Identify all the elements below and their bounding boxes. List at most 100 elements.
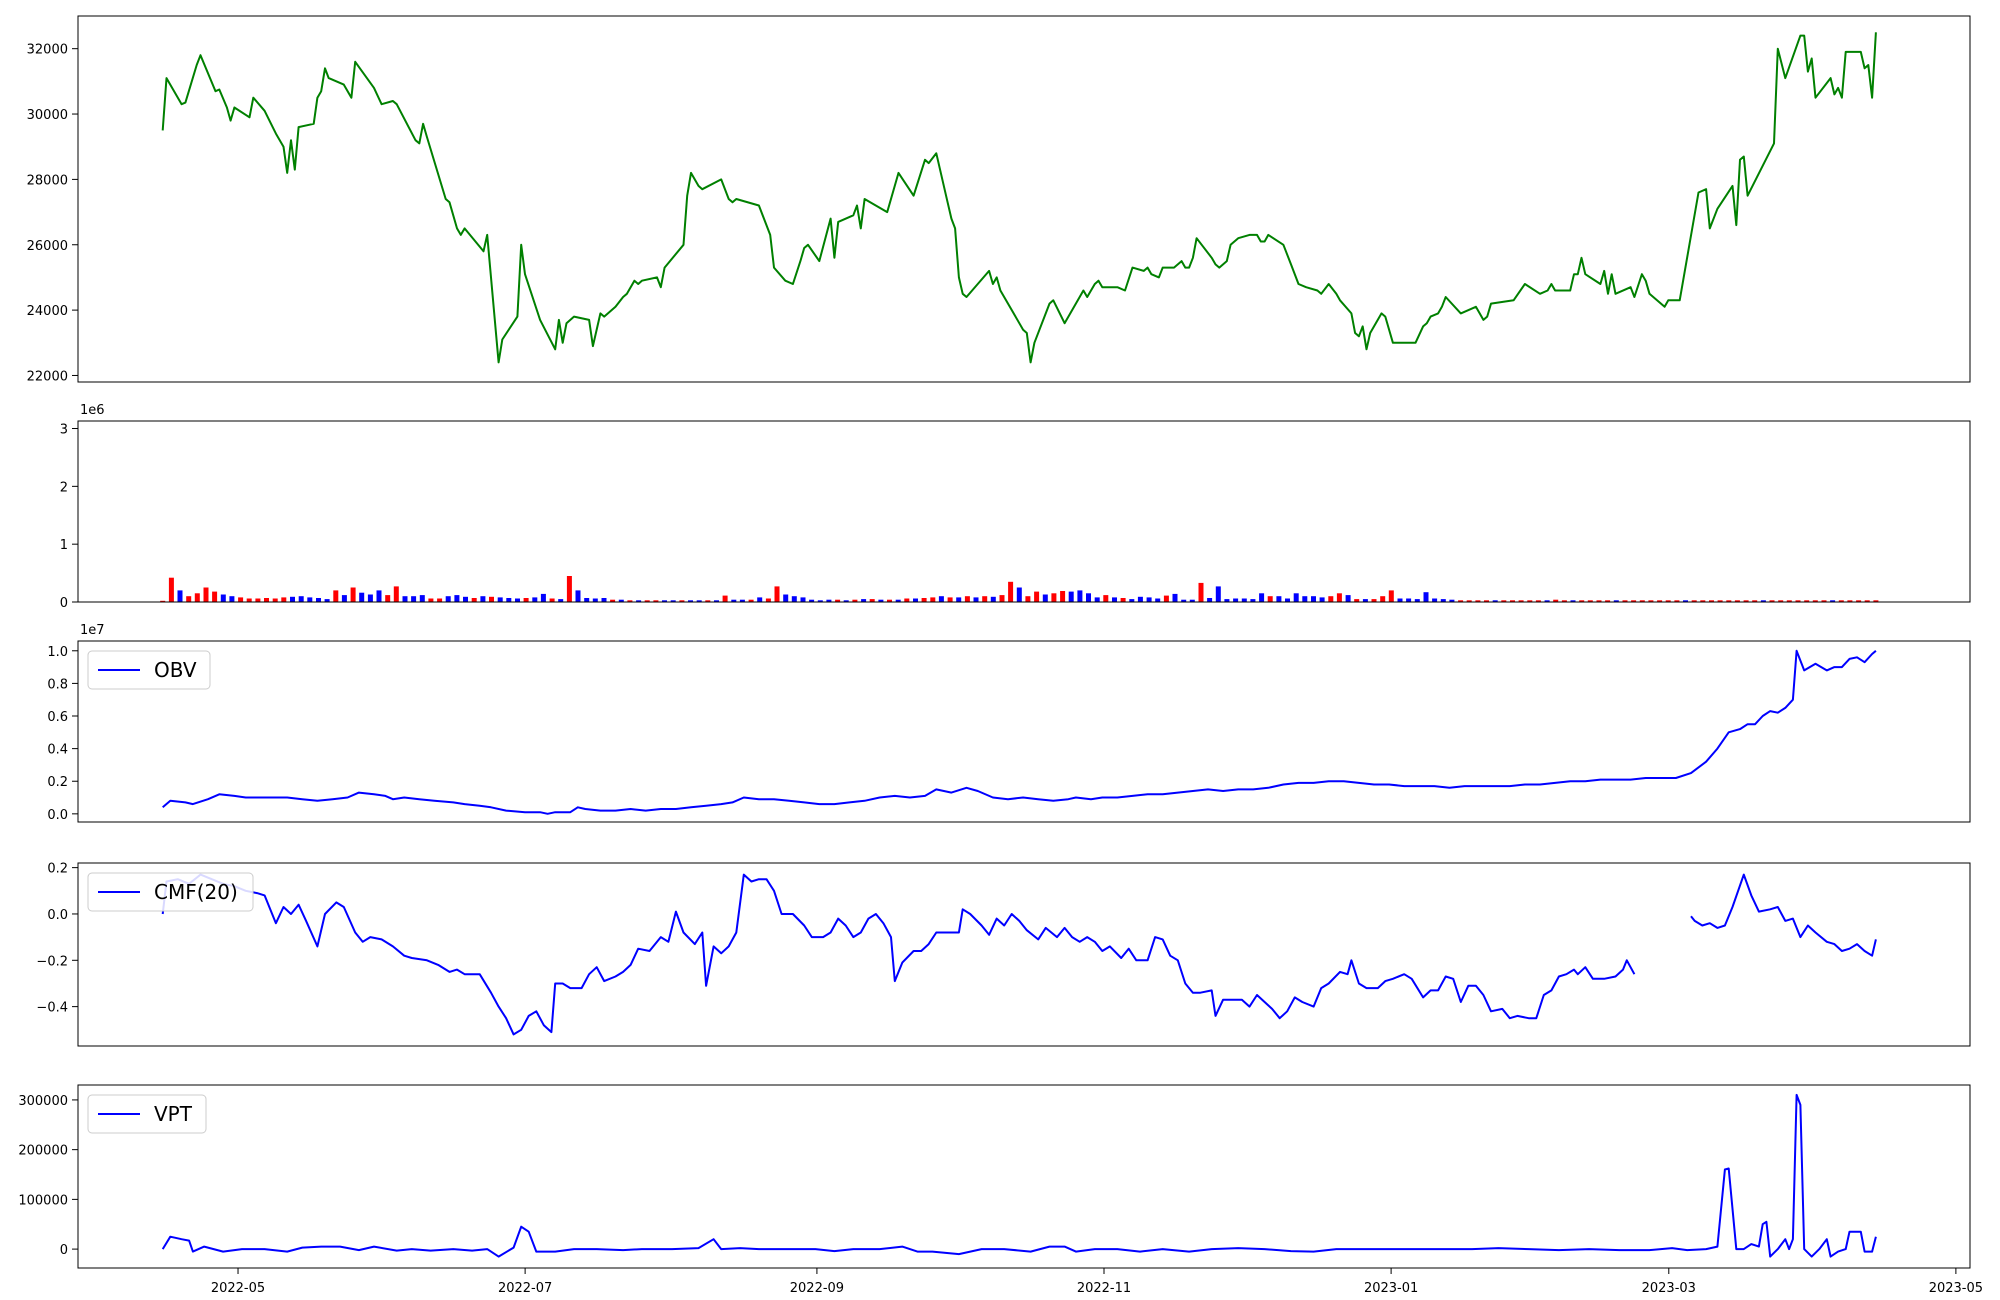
volume-bar xyxy=(281,597,287,602)
volume-bar xyxy=(1812,600,1818,602)
price-panel: 22000 24000 26000 28000 30000 32000 xyxy=(27,15,1971,384)
price-ytick-label: 24000 xyxy=(27,304,68,319)
volume-bar xyxy=(532,597,538,602)
volume-bar xyxy=(688,600,693,602)
obv-ytick-label: 0.8 xyxy=(47,677,68,692)
x-tick-label: 2022-05 xyxy=(211,1281,265,1296)
volume-bar xyxy=(506,598,512,602)
volume-bar xyxy=(982,596,988,602)
volume-bar xyxy=(428,598,434,602)
volume-bar xyxy=(540,593,546,602)
volume-bar xyxy=(938,596,944,602)
volume-bar xyxy=(1146,597,1152,602)
price-ytick-label: 28000 xyxy=(27,173,68,188)
volume-bar xyxy=(1388,590,1394,602)
volume-bar xyxy=(800,597,806,602)
x-tick-label: 2023-03 xyxy=(1642,1281,1696,1296)
volume-bar xyxy=(1008,581,1014,602)
volume-bar xyxy=(1665,600,1671,602)
vpt-frame xyxy=(77,1084,1971,1269)
volume-bar xyxy=(592,598,598,602)
volume-bar xyxy=(679,600,685,602)
volume-panel: 1e6 0 1 2 3 xyxy=(60,403,1971,611)
volume-bar xyxy=(791,596,797,602)
volume-bar xyxy=(904,598,910,602)
price-ytick-label: 26000 xyxy=(27,239,68,254)
volume-bar xyxy=(1648,600,1654,602)
volume-bar xyxy=(1821,600,1827,602)
volume-frame xyxy=(77,420,1971,603)
volume-bar xyxy=(160,600,166,602)
volume-bar xyxy=(419,595,425,602)
volume-bar xyxy=(1112,597,1117,602)
volume-bar xyxy=(402,596,408,602)
volume-bar xyxy=(1856,600,1862,602)
volume-bar xyxy=(1328,596,1334,602)
volume-bar xyxy=(177,590,183,602)
volume-bar xyxy=(1760,600,1766,602)
volume-bar xyxy=(1804,600,1810,602)
volume-bar xyxy=(1285,598,1290,602)
volume-bar xyxy=(1501,600,1507,602)
volume-bar xyxy=(930,597,936,602)
volume-bar xyxy=(1734,600,1740,602)
volume-bar xyxy=(1259,593,1265,602)
volume-bar xyxy=(1847,600,1853,602)
obv-legend-label: OBV xyxy=(154,658,197,682)
obv-legend: OBV xyxy=(87,650,211,690)
price-ytick-label: 30000 xyxy=(27,108,68,123)
volume-bar xyxy=(1293,593,1299,602)
cmf-ytick-label: 0.0 xyxy=(47,908,68,923)
cmf-legend-label: CMF(20) xyxy=(154,880,238,904)
volume-bar xyxy=(774,586,780,602)
volume-bar xyxy=(307,597,313,602)
volume-bar xyxy=(1752,600,1758,602)
volume-bar xyxy=(471,598,477,602)
cmf-ticks: −0.4 −0.2 0.0 0.2 xyxy=(36,862,78,1016)
volume-bar xyxy=(264,598,269,602)
volume-bar xyxy=(463,596,468,602)
volume-bar xyxy=(714,600,719,602)
volume-bar xyxy=(1207,598,1213,602)
volume-bar xyxy=(238,597,244,602)
volume-bar xyxy=(1233,598,1239,602)
volume-bar xyxy=(1449,599,1455,602)
volume-bar xyxy=(1302,596,1308,602)
volume-bar xyxy=(393,586,399,602)
obv-ytick-label: 1.0 xyxy=(47,645,68,660)
volume-bar xyxy=(964,596,970,602)
volume-bar xyxy=(367,594,373,602)
volume-bar xyxy=(1423,592,1429,602)
obv-frame xyxy=(77,640,1971,823)
vpt-ytick-label: 300000 xyxy=(18,1094,68,1109)
volume-bar xyxy=(1484,600,1489,602)
x-tick-label: 2023-01 xyxy=(1364,1281,1418,1296)
volume-bar xyxy=(229,596,235,602)
volume-bar xyxy=(1354,599,1360,602)
volume-bar xyxy=(757,597,763,602)
volume-bar xyxy=(1371,599,1377,602)
volume-bar xyxy=(1345,595,1351,602)
volume-bar xyxy=(246,598,252,602)
volume-bar xyxy=(1397,598,1403,602)
volume-bar xyxy=(809,599,815,602)
volume-bar xyxy=(1631,600,1637,602)
volume-bar xyxy=(1432,598,1438,602)
volume-bar xyxy=(1120,598,1126,602)
volume-bar xyxy=(1094,597,1100,602)
volume-bar xyxy=(1198,582,1204,602)
volume-bar xyxy=(1864,600,1870,602)
obv-ticks: 0.0 0.2 0.4 0.6 0.8 1.0 xyxy=(47,645,78,823)
volume-bar xyxy=(1051,593,1057,602)
volume-bar xyxy=(1838,600,1844,602)
volume-bar xyxy=(298,596,304,602)
volume-bar xyxy=(558,599,564,602)
volume-bar xyxy=(1163,595,1169,602)
volume-bar xyxy=(1189,599,1195,602)
volume-bar xyxy=(584,598,590,602)
volume-bar xyxy=(194,593,200,602)
volume-bar xyxy=(523,598,529,602)
volume-bar xyxy=(1622,600,1628,602)
vpt-ytick-label: 0 xyxy=(60,1243,68,1258)
volume-bar xyxy=(1181,599,1187,602)
